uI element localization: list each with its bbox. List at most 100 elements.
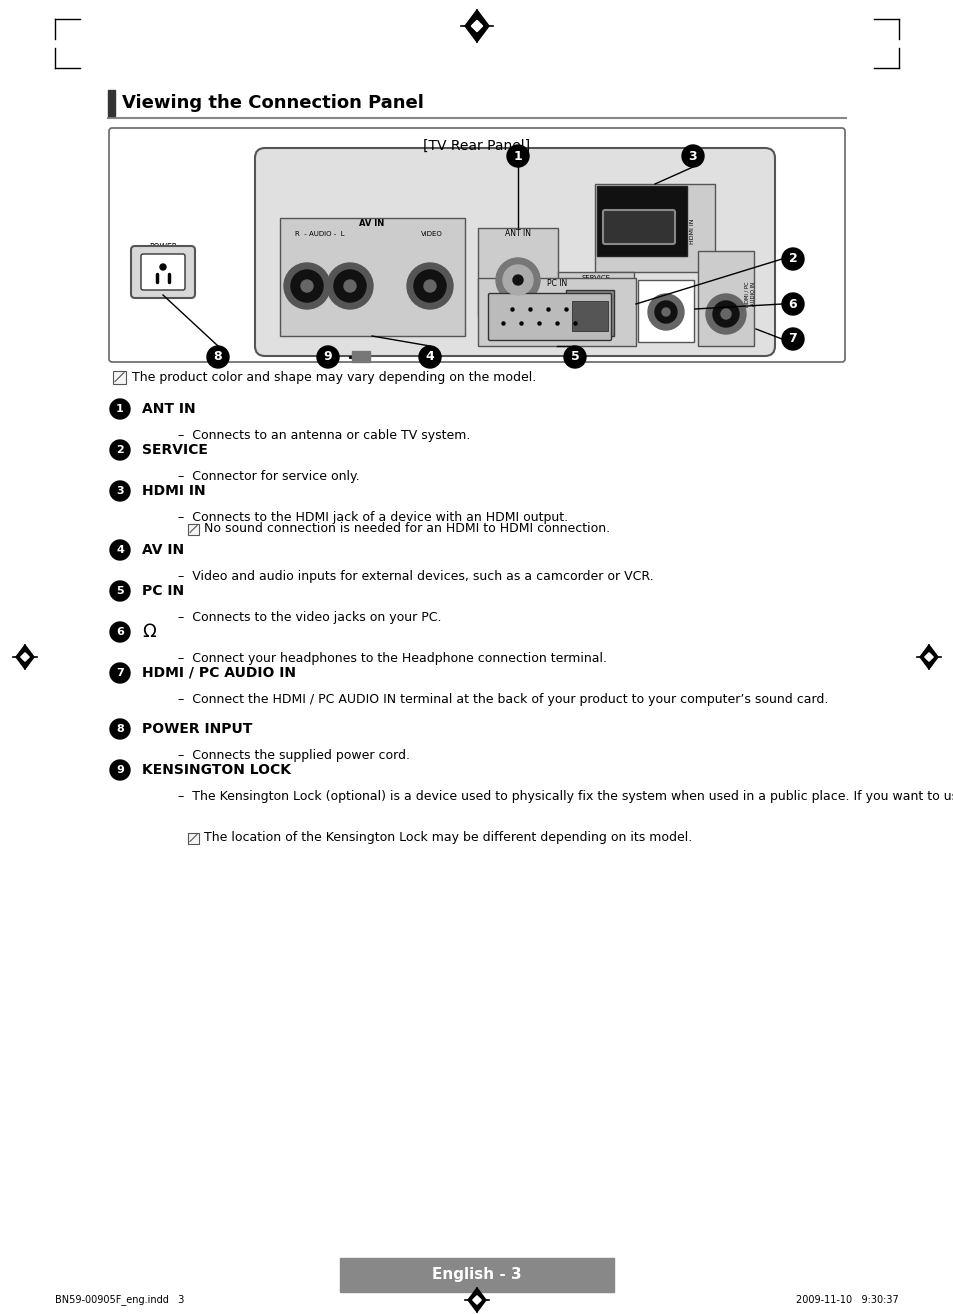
Text: 2: 2 (788, 252, 797, 265)
Text: 1: 1 (513, 150, 522, 163)
Text: 1: 1 (116, 403, 124, 414)
Text: –  Connects to an antenna or cable TV system.: – Connects to an antenna or cable TV sys… (178, 428, 470, 442)
Bar (280, 218, 464, 336)
Text: –  Connects to the video jacks on your PC.: – Connects to the video jacks on your PC… (178, 611, 441, 624)
Circle shape (291, 269, 323, 302)
Text: [TV Rear Panel]: [TV Rear Panel] (423, 139, 530, 152)
Circle shape (110, 622, 130, 643)
Text: –  The Kensington Lock (optional) is a device used to physically fix the system : – The Kensington Lock (optional) is a de… (178, 790, 953, 803)
Text: HDMI / PC
AUDIO IN: HDMI / PC AUDIO IN (743, 281, 755, 306)
Circle shape (110, 440, 130, 460)
Text: SERVICE: SERVICE (142, 443, 208, 457)
Text: PC IN: PC IN (142, 583, 184, 598)
Text: The location of the Kensington Lock may be different depending on its model.: The location of the Kensington Lock may … (204, 832, 692, 845)
Bar (188, 833, 199, 844)
Text: BN59-00905F_eng.indd   3: BN59-00905F_eng.indd 3 (55, 1294, 184, 1305)
Polygon shape (471, 21, 482, 32)
Text: HDMI / PC AUDIO IN: HDMI / PC AUDIO IN (142, 666, 295, 681)
FancyBboxPatch shape (131, 246, 194, 298)
Text: VIDEO: VIDEO (420, 231, 442, 237)
Text: Ω: Ω (142, 623, 155, 641)
Text: 7: 7 (788, 332, 797, 346)
Bar (188, 523, 199, 535)
Circle shape (414, 269, 446, 302)
Text: POWER INPUT: POWER INPUT (142, 721, 253, 736)
Bar (339, 1257, 614, 1292)
Circle shape (506, 145, 529, 167)
Circle shape (301, 280, 313, 292)
Text: 2: 2 (116, 445, 124, 455)
Text: Viewing the Connection Panel: Viewing the Connection Panel (122, 95, 423, 112)
Text: –  Connects the supplied power cord.: – Connects the supplied power cord. (178, 749, 410, 762)
Bar (572, 301, 607, 331)
Text: SERVICE: SERVICE (581, 275, 610, 281)
Text: HDMI IN: HDMI IN (689, 218, 695, 244)
Text: 7: 7 (116, 668, 124, 678)
Bar (112, 371, 126, 384)
Text: ANT IN: ANT IN (142, 402, 195, 417)
Bar (698, 251, 753, 346)
Bar (558, 272, 634, 344)
Polygon shape (21, 653, 30, 661)
Circle shape (110, 581, 130, 600)
Circle shape (284, 263, 330, 309)
Text: –  Connect your headphones to the Headphone connection terminal.: – Connect your headphones to the Headpho… (178, 652, 606, 665)
Polygon shape (473, 1296, 480, 1305)
Text: 2009-11-10   9:30:37: 2009-11-10 9:30:37 (796, 1296, 898, 1305)
Circle shape (110, 759, 130, 781)
Text: 4: 4 (116, 545, 124, 555)
Circle shape (513, 275, 522, 285)
Circle shape (720, 309, 730, 319)
Circle shape (334, 269, 366, 302)
Bar (108, 89, 115, 116)
Text: –  Connects to the HDMI jack of a device with an HDMI output.: – Connects to the HDMI jack of a device … (178, 511, 568, 524)
Circle shape (781, 328, 803, 350)
Text: PC IN: PC IN (546, 280, 566, 289)
Bar (597, 187, 686, 256)
FancyBboxPatch shape (109, 127, 844, 361)
Circle shape (681, 145, 703, 167)
Circle shape (110, 481, 130, 501)
Polygon shape (468, 1288, 485, 1311)
Circle shape (110, 540, 130, 560)
Circle shape (705, 294, 745, 334)
Circle shape (207, 346, 229, 368)
Circle shape (344, 280, 355, 292)
Text: –  Connector for service only.: – Connector for service only. (178, 470, 359, 484)
Text: 6: 6 (116, 627, 124, 637)
Polygon shape (923, 653, 932, 661)
Bar (565, 290, 614, 336)
Text: The product color and shape may vary depending on the model.: The product color and shape may vary dep… (132, 371, 536, 384)
FancyBboxPatch shape (254, 148, 774, 356)
Polygon shape (464, 11, 489, 42)
Polygon shape (16, 645, 34, 669)
Circle shape (712, 301, 739, 327)
Circle shape (418, 346, 440, 368)
FancyBboxPatch shape (602, 210, 675, 244)
Text: –  Video and audio inputs for external devices, such as a camcorder or VCR.: – Video and audio inputs for external de… (178, 570, 653, 583)
Circle shape (407, 263, 453, 309)
Text: R  - AUDIO -  L: R - AUDIO - L (294, 231, 344, 237)
Bar (477, 229, 558, 315)
Text: 3: 3 (116, 486, 124, 495)
Circle shape (563, 346, 585, 368)
Text: ANT IN: ANT IN (504, 230, 531, 239)
Circle shape (110, 664, 130, 683)
Text: KENSINGTON LOCK: KENSINGTON LOCK (142, 763, 291, 777)
Circle shape (496, 258, 539, 302)
Circle shape (110, 399, 130, 419)
Text: 9: 9 (116, 765, 124, 775)
Text: 8: 8 (116, 724, 124, 735)
Circle shape (781, 293, 803, 315)
Circle shape (655, 301, 677, 323)
Polygon shape (919, 645, 937, 669)
Text: AV IN: AV IN (142, 543, 184, 557)
FancyBboxPatch shape (141, 254, 185, 290)
Text: 5: 5 (116, 586, 124, 597)
Circle shape (316, 346, 338, 368)
Text: No sound connection is needed for an HDMI to HDMI connection.: No sound connection is needed for an HDM… (204, 523, 610, 536)
Bar (638, 280, 693, 342)
Text: 4: 4 (425, 351, 434, 364)
Text: 6: 6 (788, 297, 797, 310)
Circle shape (647, 294, 683, 330)
